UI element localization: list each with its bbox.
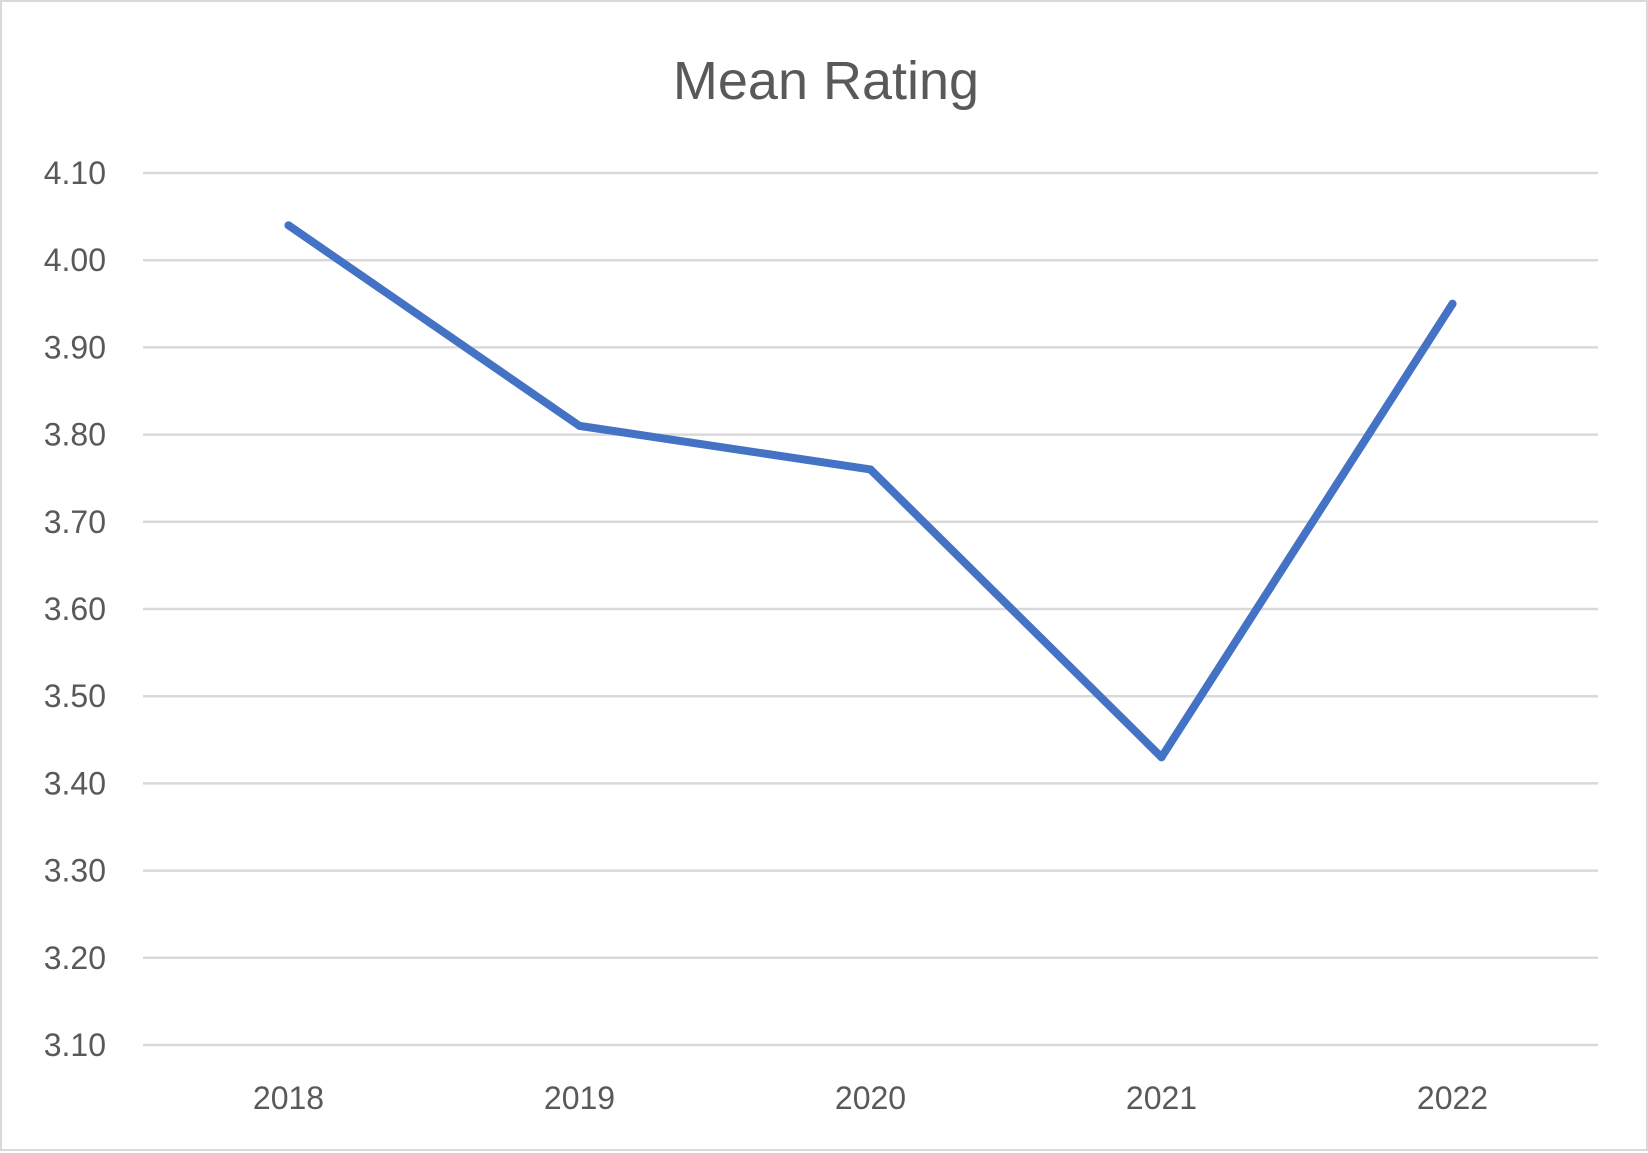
y-tick-label: 3.80 xyxy=(44,417,106,453)
y-tick-label: 3.40 xyxy=(44,765,106,801)
y-tick-label: 3.30 xyxy=(44,853,106,889)
x-tick-label: 2020 xyxy=(835,1080,906,1116)
series-layer xyxy=(284,221,1457,762)
y-tick-label: 3.10 xyxy=(44,1027,106,1063)
data-point-2021 xyxy=(1157,753,1166,762)
data-point-2020 xyxy=(866,465,875,474)
data-point-2022 xyxy=(1448,299,1457,308)
y-tick-label: 3.90 xyxy=(44,329,106,365)
x-tick-label: 2021 xyxy=(1126,1080,1197,1116)
y-tick-label: 3.50 xyxy=(44,678,106,714)
data-point-2018 xyxy=(284,221,293,230)
y-axis-ticks: 3.10 3.20 3.30 3.40 3.50 3.60 3.70 3.80 3.90 4.00… xyxy=(44,155,106,1063)
x-tick-label: 2019 xyxy=(544,1080,615,1116)
y-tick-label: 3.60 xyxy=(44,591,106,627)
chart-title: Mean Rating xyxy=(673,51,979,111)
y-tick-label: 4.00 xyxy=(44,242,106,278)
x-tick-label: 2022 xyxy=(1417,1080,1488,1116)
y-tick-label: 4.10 xyxy=(44,155,106,191)
y-tick-label: 3.20 xyxy=(44,940,106,976)
data-point-2019 xyxy=(575,421,584,430)
gridlines xyxy=(143,171,1598,1047)
series-line xyxy=(284,221,1457,762)
y-tick-label: 3.70 xyxy=(44,504,106,540)
x-axis-ticks: 2018 2019 2020 2021 2022 xyxy=(253,1080,1488,1116)
x-tick-label: 2018 xyxy=(253,1080,324,1116)
